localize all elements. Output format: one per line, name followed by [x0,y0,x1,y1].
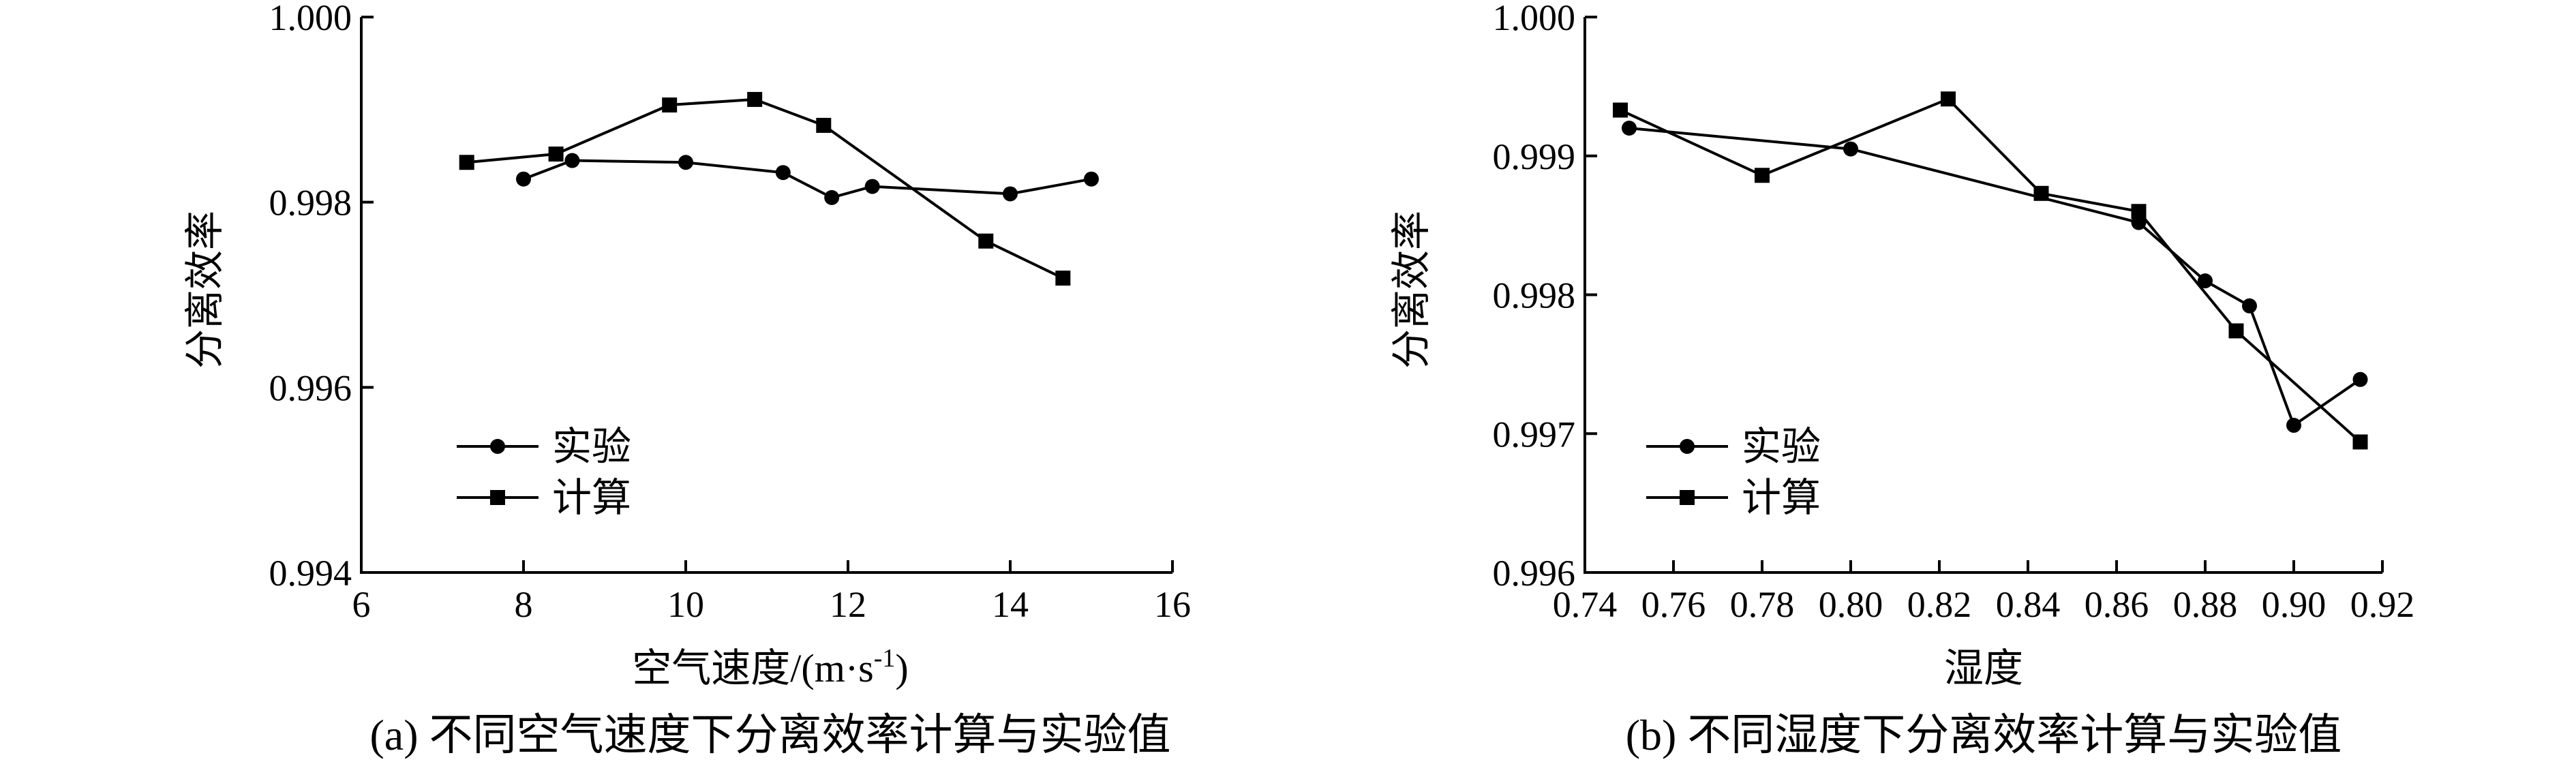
data-point-calculation-b [2228,323,2244,339]
series-line-calculation-a [466,97,1064,279]
data-point-experiment-b [2352,371,2368,387]
data-point-experiment-a [678,155,693,170]
legend-label-b: 计算 [1742,476,1821,520]
x-tick-label-b: 0.78 [1730,584,1795,625]
legend-marker-b [1680,490,1695,505]
data-point-calculation-a [816,117,832,133]
data-point-calculation-b [2131,204,2147,219]
legend-marker-a [490,490,505,505]
series-line-experiment-b [1628,127,2361,428]
x-tick-label-a: 12 [830,584,866,625]
y-tick-label-b: 0.997 [1493,414,1576,455]
x-axis-title-a: 空气速度/(m·s-1) [632,644,908,690]
data-point-experiment-a [824,189,840,205]
legend-label-a: 计算 [552,476,631,520]
series-line-experiment-a [523,159,1092,200]
legend-marker-b [1680,439,1695,454]
x-tick-label-a: 8 [515,584,533,625]
y-tick-label-a: 0.994 [269,553,352,594]
legend-label-a: 实验 [552,425,631,469]
x-tick-label-b: 0.84 [1996,584,2061,625]
data-point-calculation-b [1941,91,1956,107]
data-point-experiment-a [516,171,531,187]
x-tick-label-a: 16 [1154,584,1191,625]
legend-marker-a [490,439,505,454]
y-tick-label-a: 1.000 [269,0,352,38]
x-tick-label-b: 0.90 [2262,584,2327,625]
y-axis-title-b: 分离效率 [1389,211,1434,369]
data-point-experiment-a [1084,171,1099,187]
y-tick-label-b: 1.000 [1493,0,1576,38]
data-point-calculation-a [662,97,678,113]
y-axis-title-a: 分离效率 [183,211,227,369]
data-point-calculation-a [747,91,763,107]
x-tick-label-a: 6 [352,584,371,625]
data-point-calculation-a [548,147,564,162]
data-point-experiment-a [775,165,791,181]
data-point-experiment-b [2286,418,2301,433]
caption-b: (b) 不同湿度下分离效率计算与实验值 [1626,711,2342,759]
data-point-experiment-b [1622,121,1637,136]
x-tick-label-b: 0.74 [1553,584,1618,625]
data-point-experiment-b [1843,141,1858,157]
x-tick-label-b: 0.80 [1819,584,1883,625]
series-line-calculation-b [1620,97,2361,443]
data-point-experiment-b [2242,298,2257,314]
x-tick-label-b: 0.86 [2085,584,2149,625]
data-point-calculation-b [1755,168,1770,183]
data-point-experiment-b [2198,273,2213,289]
y-tick-label-a: 0.996 [269,367,352,408]
x-tick-label-a: 10 [667,584,704,625]
data-point-calculation-a [1055,271,1071,286]
data-point-experiment-a [864,179,880,194]
x-axis-title-a-superscript: -1 [874,644,896,673]
x-tick-label-a: 14 [992,584,1029,625]
chart-panel-a: 分离效率 空气速度/(m·s-1) (a) 不同空气速度下分离效率计算与实验值 … [183,0,1191,759]
data-point-experiment-a [564,153,580,168]
legend-label-b: 实验 [1742,425,1821,469]
x-tick-label-b: 0.92 [2350,584,2415,625]
y-tick-label-b: 0.999 [1493,136,1576,177]
data-point-calculation-b [2352,434,2368,450]
caption-a: (a) 不同空气速度下分离效率计算与实验值 [369,711,1170,759]
data-point-calculation-b [1613,102,1628,118]
y-tick-label-a: 0.998 [269,183,352,224]
data-point-experiment-a [1003,186,1018,202]
y-tick-label-b: 0.996 [1493,553,1576,594]
x-axis-title-a-main: 空气速度/(m·s [632,646,873,690]
data-point-calculation-a [978,233,994,249]
x-axis-title-a-end: ) [895,646,908,690]
x-tick-label-b: 0.76 [1641,584,1706,625]
x-tick-label-b: 0.82 [1907,584,1972,625]
data-point-calculation-a [459,155,474,170]
x-axis-title-b: 湿度 [1944,646,2023,690]
x-tick-label-b: 0.88 [2173,584,2238,625]
chart-panel-b: 分离效率 湿度 (b) 不同湿度下分离效率计算与实验值 0.996 0.997 0.… [1389,0,2414,759]
y-tick-label-b: 0.998 [1493,275,1576,316]
data-point-calculation-b [2033,185,2049,201]
